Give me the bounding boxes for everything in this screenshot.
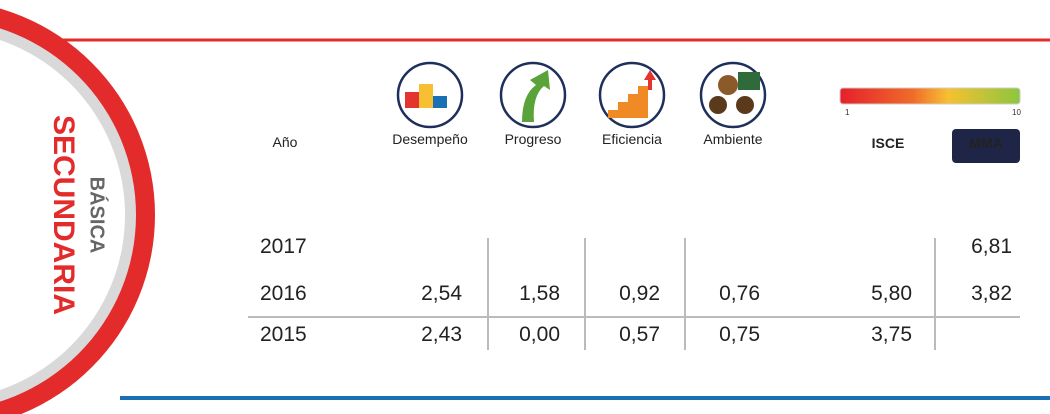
value-cell: 0,75: [719, 323, 760, 346]
icon-progreso: [501, 63, 565, 127]
year-cell: 2015: [260, 323, 307, 346]
year-cell: 2017: [260, 235, 307, 258]
column-header: Ambiente: [703, 131, 762, 147]
value-cell: 2,43: [421, 323, 462, 346]
value-cell: 0,57: [619, 323, 660, 346]
icon-desempeno: [398, 63, 462, 127]
value-cell: 0,76: [719, 282, 760, 305]
background: [0, 0, 1050, 414]
value-cell: 3,82: [971, 282, 1012, 305]
column-header: Desempeño: [392, 131, 468, 147]
value-cell: 2,54: [421, 282, 462, 305]
value-cell: 0,00: [519, 323, 560, 346]
icon-eficiencia: [600, 63, 664, 127]
value-cell: 3,75: [871, 323, 912, 346]
value-cell: 6,81: [971, 235, 1012, 258]
icon-ambiente: [701, 63, 765, 127]
column-header: Progreso: [505, 131, 562, 147]
value-cell: 1,58: [519, 282, 560, 305]
page: SECUNDARIA BÁSICA 1 10 Año Desempeño Progr…: [0, 0, 1050, 414]
column-header: Año: [273, 134, 298, 150]
column-header: MMA: [969, 135, 1002, 151]
scale-max: 10: [1012, 108, 1021, 117]
isce-scale: [840, 88, 1020, 104]
side-level: BÁSICA: [86, 177, 109, 254]
scale-min: 1: [845, 108, 850, 117]
value-cell: 0,92: [619, 282, 660, 305]
column-header: ISCE: [872, 135, 905, 151]
year-cell: 2016: [260, 282, 307, 305]
side-title: SECUNDARIA: [47, 115, 80, 315]
column-header: Eficiencia: [602, 131, 662, 147]
value-cell: 5,80: [871, 282, 912, 305]
